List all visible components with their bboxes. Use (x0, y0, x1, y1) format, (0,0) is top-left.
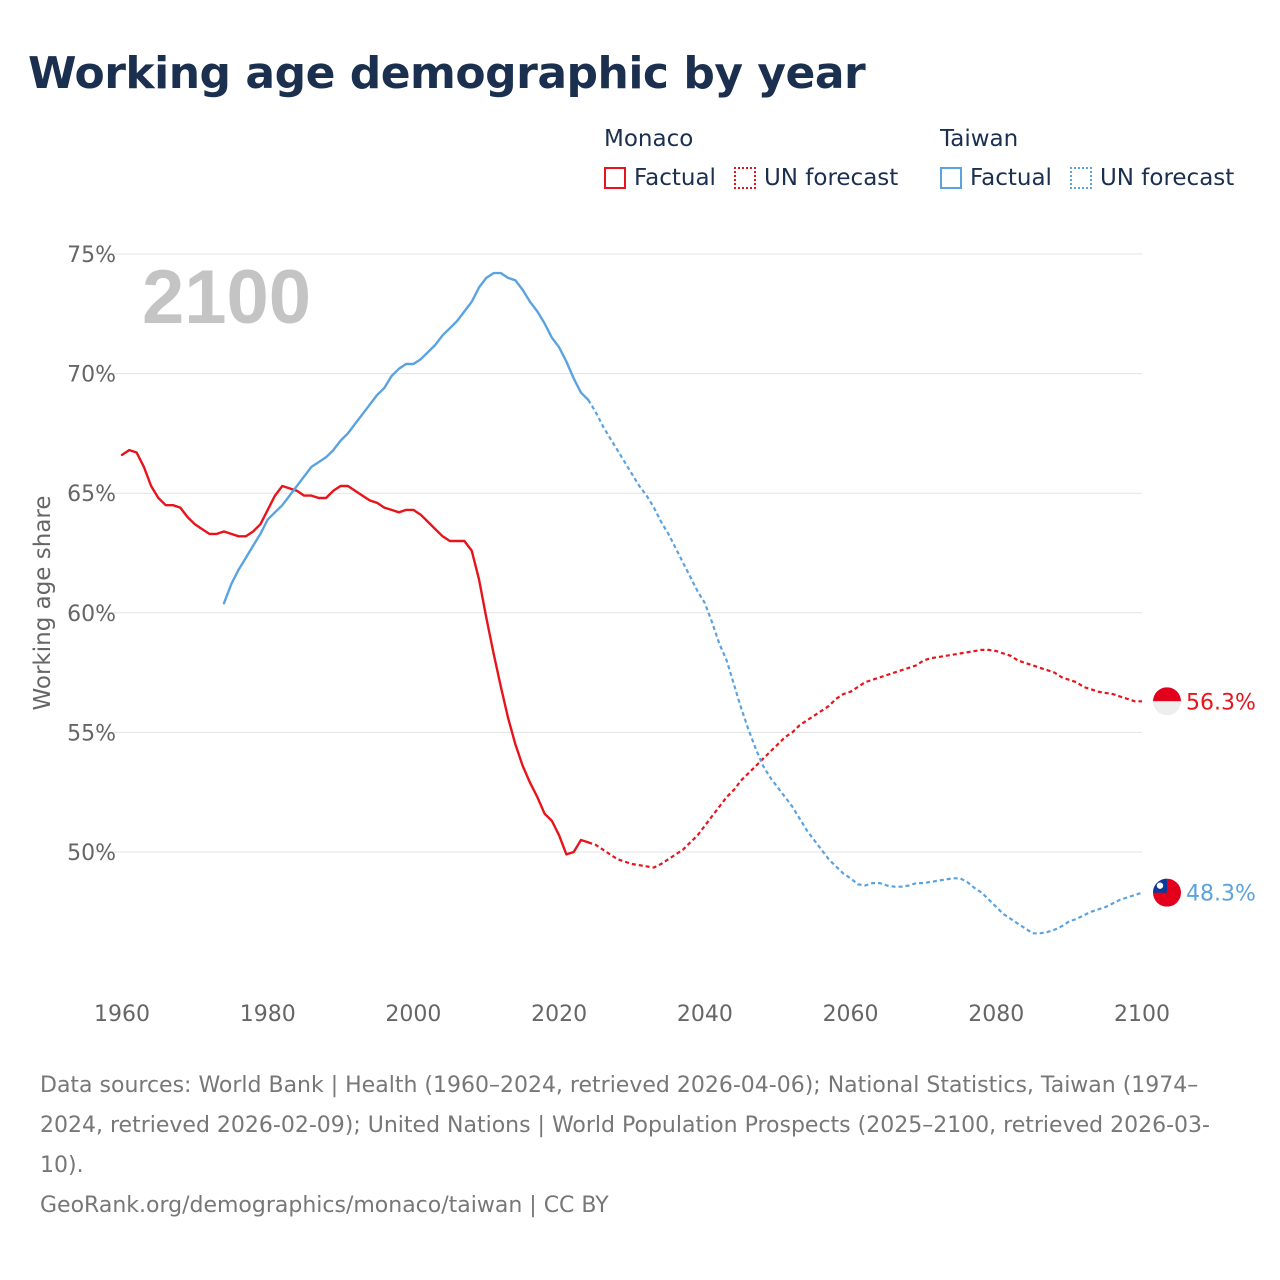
y-tick-label: 60% (67, 602, 116, 627)
y-axis-ticks: 50% 55% 60% 65% 70% 75% (67, 243, 116, 866)
x-axis-ticks: 1960 1980 2000 2020 2040 2060 2080 2100 (94, 1002, 1170, 1027)
footer: Data sources: World Bank | Health (1960–… (40, 1066, 1240, 1226)
data-sources: Data sources: World Bank | Health (1960–… (40, 1073, 1210, 1178)
legend-label: Factual (970, 165, 1052, 191)
legend-item-monaco-factual[interactable]: Factual (604, 165, 716, 191)
legend-group-monaco: Monaco Factual UN forecast (604, 124, 916, 198)
series-line-monaco-factual (120, 448, 590, 856)
x-tick-label: 2100 (1114, 1002, 1170, 1027)
y-tick-label: 65% (67, 482, 116, 507)
x-tick-label: 2020 (531, 1002, 587, 1027)
y-tick-label: 50% (67, 841, 116, 866)
legend-label: UN forecast (763, 165, 899, 191)
series-line-monaco-forecast (587, 648, 1142, 869)
y-tick-label: 55% (67, 721, 116, 746)
legend-label: Factual (634, 165, 716, 191)
legend-swatch-solid (604, 167, 626, 189)
x-tick-label: 2040 (677, 1002, 733, 1027)
legend-swatch-dotted (1069, 167, 1092, 189)
x-tick-label: 1980 (240, 1002, 296, 1027)
x-tick-label: 1960 (94, 1002, 150, 1027)
end-markers: 56.3% 48.3% (1153, 687, 1256, 907)
legend-item-taiwan-factual[interactable]: Factual (940, 165, 1052, 191)
series-line-taiwan-factual (222, 271, 590, 605)
gridlines (95, 253, 1142, 853)
monaco-flag-icon (1153, 687, 1181, 716)
legend-group-taiwan: Taiwan Factual UN forecast (940, 124, 1252, 198)
credit-link[interactable]: GeoRank.org/demographics/monaco/taiwan |… (40, 1193, 609, 1218)
x-tick-label: 2060 (823, 1002, 879, 1027)
end-label-monaco: 56.3% (1186, 690, 1256, 715)
series-line-taiwan-forecast (587, 399, 1143, 935)
legend-swatch-solid (940, 167, 962, 189)
taiwan-flag-icon (1153, 878, 1181, 907)
legend-group-name: Monaco (604, 126, 694, 152)
legend-swatch-dotted (733, 167, 756, 189)
y-tick-label: 70% (67, 363, 116, 388)
series-lines (120, 271, 1143, 935)
x-tick-label: 2080 (968, 1002, 1024, 1027)
year-watermark: 2100 (142, 255, 311, 340)
y-axis-label: Working age share (30, 495, 56, 710)
legend-item-taiwan-forecast[interactable]: UN forecast (1069, 165, 1235, 191)
end-label-taiwan: 48.3% (1186, 882, 1256, 907)
y-tick-label: 75% (67, 243, 116, 268)
legend-group-name: Taiwan (940, 126, 1019, 152)
x-tick-label: 2000 (385, 1002, 441, 1027)
legend-label: UN forecast (1099, 165, 1235, 191)
chart-title: Working age demographic by year (28, 48, 866, 99)
line-chart: 50% 55% 60% 65% 70% 75% 1960 1980 2000 2020 2040 2… (30, 243, 1256, 1027)
legend-item-monaco-forecast[interactable]: UN forecast (733, 165, 899, 191)
